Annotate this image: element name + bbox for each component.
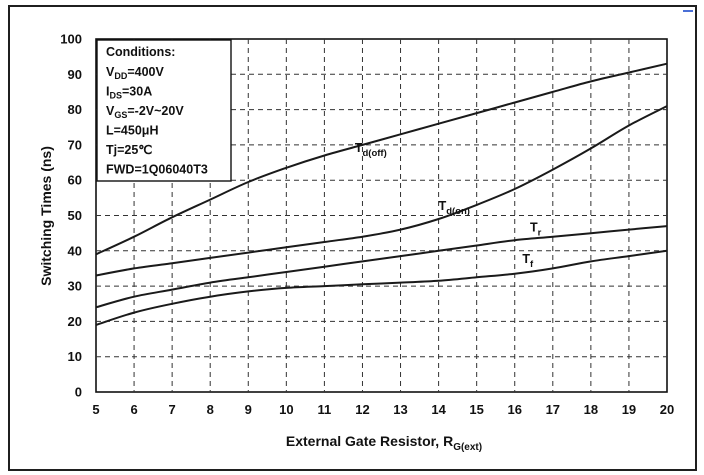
- y-tick-label: 40: [68, 243, 82, 258]
- x-tick-label: 19: [622, 402, 636, 417]
- y-tick-label: 90: [68, 67, 82, 82]
- series-label-main: T: [439, 199, 447, 213]
- series-label-main: T: [355, 141, 363, 155]
- y-tick-label: 60: [68, 173, 82, 188]
- x-tick-label: 8: [207, 402, 214, 417]
- x-tick-label: 10: [279, 402, 293, 417]
- conditions-box: Conditions:VDD=400VIDS=30AVGS=-2V~20VL=4…: [96, 39, 232, 182]
- condition-line: IDS=30A: [106, 85, 152, 101]
- condition-rest: =400V: [127, 65, 164, 79]
- series-label-doff: Td(off): [355, 141, 387, 159]
- condition-rest: =-2V~20V: [127, 104, 184, 118]
- corner-mark: [683, 4, 693, 12]
- series-label-r: Tr: [530, 220, 542, 238]
- x-tick-label: 11: [318, 402, 332, 417]
- y-tick-label: 70: [68, 137, 82, 152]
- y-tick-label: 80: [68, 102, 82, 117]
- condition-main: V: [106, 104, 115, 118]
- x-tick-label: 16: [507, 402, 521, 417]
- tick-layer: 5 6 7 8 9 10 11 12 13 14 15 16 17 18 19 20 0 10 20 30 40 50 60…: [60, 32, 674, 418]
- condition-line: L=450μH: [106, 124, 158, 138]
- condition-sub: DS: [109, 91, 122, 101]
- series-label-main: T: [522, 252, 530, 266]
- condition-line: Tj=25℃: [106, 143, 152, 157]
- series-line-don: [95, 105, 668, 277]
- series-label-f: Tf: [522, 252, 534, 270]
- x-tick-label: 5: [92, 402, 99, 417]
- series-label-don: Td(on): [439, 199, 470, 217]
- series-line-r: [95, 225, 668, 309]
- series-label-sub: r: [538, 227, 542, 238]
- condition-main: V: [106, 65, 115, 79]
- series-label-sub: d(on): [446, 206, 470, 217]
- y-axis-title: Switching Times (ns): [38, 146, 54, 286]
- x-axis-title-main: External Gate Resistor, R: [286, 433, 453, 449]
- condition-main: Tj=25℃: [106, 143, 152, 157]
- y-tick-label: 0: [75, 385, 82, 400]
- y-tick-label: 30: [68, 279, 82, 294]
- series-label-sub: d(off): [362, 148, 386, 159]
- series-label-main: T: [530, 220, 538, 234]
- y-tick-label: 100: [60, 32, 82, 47]
- condition-main: FWD=1Q06040T3: [106, 163, 208, 177]
- y-tick-label: 20: [68, 314, 82, 329]
- x-tick-label: 7: [169, 402, 176, 417]
- x-tick-label: 9: [245, 402, 252, 417]
- conditions-heading: Conditions:: [106, 45, 175, 59]
- x-axis-title: External Gate Resistor, RG(ext): [286, 433, 482, 453]
- condition-sub: GS: [114, 110, 127, 120]
- x-tick-label: 14: [431, 402, 446, 417]
- condition-line: VGS=-2V~20V: [106, 104, 184, 120]
- condition-rest: =30A: [122, 85, 152, 99]
- condition-line: VDD=400V: [106, 65, 164, 81]
- series-line-doff: [95, 62, 668, 256]
- x-tick-label: 15: [469, 402, 483, 417]
- condition-line: FWD=1Q06040T3: [106, 163, 208, 177]
- series-layer: [95, 62, 668, 326]
- x-tick-label: 6: [130, 402, 137, 417]
- x-tick-label: 12: [355, 402, 369, 417]
- condition-sub: DD: [114, 71, 127, 81]
- x-tick-label: 20: [660, 402, 674, 417]
- conditions-box-border: [96, 39, 232, 182]
- condition-main: L=450μH: [106, 124, 158, 138]
- series-line-f: [95, 249, 668, 326]
- x-axis-title-sub: G(ext): [453, 442, 482, 453]
- y-tick-label: 10: [68, 349, 82, 364]
- series-label-sub: f: [530, 259, 534, 270]
- x-tick-label: 18: [584, 402, 598, 417]
- condition-main: I: [106, 85, 109, 99]
- y-tick-label: 50: [68, 208, 82, 223]
- x-tick-label: 13: [393, 402, 407, 417]
- x-tick-label: 17: [546, 402, 560, 417]
